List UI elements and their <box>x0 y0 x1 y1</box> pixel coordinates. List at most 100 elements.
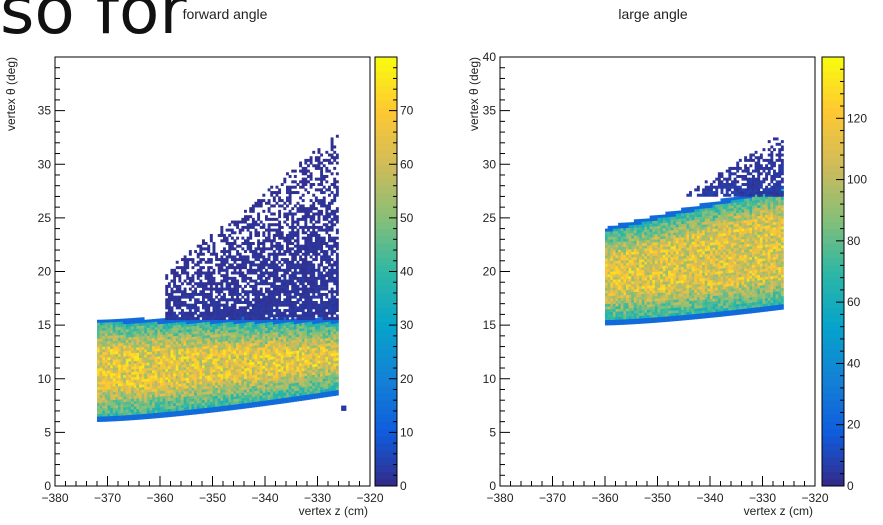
heatmap-cell <box>330 369 334 373</box>
heatmap-cell <box>317 236 321 240</box>
heatmap-cell <box>110 367 114 371</box>
heatmap-cell <box>293 303 297 307</box>
heatmap-cell <box>272 342 276 346</box>
heatmap-cell <box>149 324 153 328</box>
heatmap-cell <box>115 402 119 406</box>
heatmap-cell <box>275 355 279 359</box>
heatmap-cell <box>320 295 324 299</box>
heatmap-cell <box>217 339 221 343</box>
heatmap-cell <box>330 148 334 152</box>
heatmap-cell <box>136 355 140 359</box>
heatmap-cell <box>288 225 292 229</box>
heatmap-cell <box>112 356 116 360</box>
heatmap-cell <box>288 351 292 355</box>
heatmap-cell <box>120 366 124 370</box>
heatmap-cell <box>204 314 208 318</box>
heatmap-cell <box>149 338 153 342</box>
heatmap-cell <box>265 367 268 371</box>
heatmap-cell <box>97 408 100 412</box>
heatmap-cell <box>212 393 216 397</box>
heatmap-cell <box>120 334 124 338</box>
heatmap-cell <box>228 233 232 237</box>
heatmap-cell <box>167 300 171 304</box>
heatmap-cell <box>207 258 211 262</box>
heatmap-cell <box>194 365 198 369</box>
heatmap-cell <box>328 239 331 243</box>
heatmap-cell <box>183 324 187 328</box>
heatmap-cell <box>118 340 121 344</box>
heatmap-cell <box>257 323 261 327</box>
heatmap-cell <box>259 390 263 394</box>
heatmap-cell <box>212 396 216 399</box>
heatmap-cell <box>157 321 161 325</box>
heatmap-cell <box>296 355 300 359</box>
heatmap-cell <box>291 324 295 328</box>
heatmap-cell <box>267 340 271 344</box>
heatmap-cell <box>312 372 316 375</box>
heatmap-cell <box>178 303 182 307</box>
heatmap-cell <box>188 295 192 299</box>
heatmap-cell <box>238 323 242 327</box>
heatmap-cell <box>317 387 321 391</box>
heatmap-cell <box>188 385 192 389</box>
heatmap-cell <box>330 279 334 283</box>
heatmap-cell <box>307 378 310 382</box>
heatmap-cell <box>141 346 145 350</box>
heatmap-cell <box>312 329 316 333</box>
heatmap-cell <box>328 318 331 322</box>
heatmap-cell <box>212 377 216 381</box>
heatmap-cell <box>173 295 177 299</box>
heatmap-cell <box>314 247 318 251</box>
heatmap-cell <box>139 360 142 364</box>
heatmap-cell <box>223 263 226 267</box>
heatmap-cell <box>120 391 124 395</box>
heatmap-cell <box>228 391 232 395</box>
heatmap-cell <box>291 217 295 221</box>
heatmap-cell <box>333 323 337 327</box>
heatmap-cell <box>259 263 263 267</box>
heatmap-cell <box>286 394 289 398</box>
heatmap-cell <box>123 369 127 373</box>
heatmap-cell <box>173 354 177 358</box>
heatmap-cell <box>249 388 253 392</box>
heatmap-cell <box>267 332 271 336</box>
heatmap-cell <box>220 397 224 401</box>
heatmap-cell <box>160 398 163 402</box>
heatmap-cell <box>133 395 137 399</box>
heatmap-cell <box>165 371 169 375</box>
heatmap-cell <box>254 393 258 397</box>
heatmap-cell <box>175 287 179 291</box>
heatmap-cell <box>320 349 324 353</box>
heatmap-cell <box>181 295 184 299</box>
heatmap-cell <box>204 375 208 379</box>
heatmap-cell <box>149 407 153 411</box>
heatmap-cell <box>125 374 129 378</box>
heatmap-cell <box>188 409 192 413</box>
heatmap-cell <box>293 174 297 178</box>
heatmap-cell <box>280 268 284 272</box>
heatmap-cell <box>257 363 261 367</box>
heatmap-cell <box>230 375 234 379</box>
heatmap-cell <box>223 367 226 371</box>
heatmap-cell <box>262 225 266 229</box>
heatmap-cell <box>107 330 111 334</box>
heatmap-cell <box>278 314 282 318</box>
heatmap-cell <box>293 276 297 280</box>
heatmap-cell <box>333 183 337 186</box>
heatmap-cell <box>236 298 240 302</box>
heatmap-cell <box>238 266 242 270</box>
heatmap-cell <box>107 410 111 414</box>
heatmap-cell <box>257 347 261 351</box>
heatmap-cell <box>320 274 324 278</box>
heatmap-cell <box>191 323 195 327</box>
heatmap-cell <box>309 268 313 272</box>
heatmap-cell <box>120 415 124 419</box>
heatmap-cell <box>154 409 158 413</box>
heatmap-cell <box>225 381 229 385</box>
heatmap-cell <box>330 358 334 362</box>
heatmap-cell <box>299 292 303 296</box>
heatmap-cell <box>120 342 124 346</box>
heatmap-cell <box>202 330 205 334</box>
heatmap-cell <box>97 357 100 361</box>
heatmap-cell <box>283 357 287 361</box>
